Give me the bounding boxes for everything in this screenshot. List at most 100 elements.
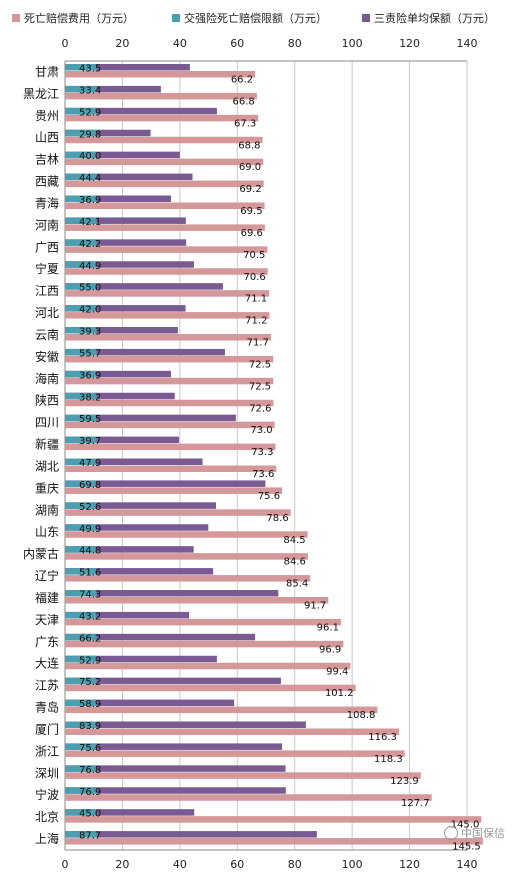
data-label-death-compensation: 73.0 [250, 425, 272, 436]
category-label: 浙江 [35, 744, 59, 758]
data-label-third-party-avg: 55.7 [79, 348, 101, 359]
x-tick-label-top: 80 [288, 37, 302, 50]
bar-third-party-avg [65, 480, 266, 487]
data-label-death-compensation: 71.1 [245, 294, 267, 305]
category-label: 广东 [35, 635, 59, 649]
data-label-third-party-avg: 33.4 [79, 85, 101, 96]
bar-compulsory-limit [65, 787, 97, 794]
data-label-third-party-avg: 44.4 [79, 173, 101, 184]
data-label-third-party-avg: 75.6 [79, 743, 101, 754]
data-label-death-compensation: 127.7 [401, 798, 430, 809]
bar-death-compensation [65, 136, 263, 144]
data-label-third-party-avg: 36.9 [79, 195, 101, 206]
bar-compulsory-limit [65, 524, 97, 531]
bar-compulsory-limit [65, 195, 97, 202]
data-label-death-compensation: 78.6 [266, 513, 288, 524]
category-label: 新疆 [35, 437, 59, 452]
bar-compulsory-limit [65, 721, 97, 728]
bar-third-party-avg [65, 107, 217, 115]
category-label: 海南 [35, 371, 59, 386]
category-label: 大连 [35, 656, 59, 671]
data-label-third-party-avg: 40.0 [79, 151, 101, 162]
bar-third-party-avg [65, 129, 151, 137]
bar-death-compensation [65, 465, 277, 472]
category-label: 天津 [35, 613, 59, 627]
data-label-third-party-avg: 38.2 [79, 392, 101, 403]
bar-death-compensation [65, 487, 283, 494]
bar-third-party-avg [65, 173, 193, 181]
data-label-third-party-avg: 75.2 [79, 677, 101, 688]
legend-swatch [12, 14, 20, 22]
category-label: 内蒙古 [23, 546, 59, 561]
data-label-death-compensation: 96.9 [319, 644, 341, 655]
data-label-death-compensation: 72.5 [249, 359, 271, 370]
x-tick-label-top: 100 [342, 37, 363, 50]
bar-death-compensation [65, 662, 351, 670]
bar-death-compensation [65, 618, 341, 626]
bar-third-party-avg [65, 151, 180, 159]
data-label-third-party-avg: 76.9 [79, 787, 101, 798]
x-tick-label-top: 60 [230, 37, 244, 50]
watermark-text: 中国保信 [461, 827, 505, 840]
data-label-death-compensation: 84.6 [284, 557, 306, 568]
bar-third-party-avg [65, 524, 209, 531]
data-label-death-compensation: 72.5 [249, 381, 271, 392]
bar-compulsory-limit [65, 239, 97, 246]
x-tick-label-top: 140 [457, 37, 478, 50]
data-label-third-party-avg: 43.5 [79, 64, 101, 75]
x-tick-label-bottom: 80 [288, 858, 302, 871]
category-label: 河北 [35, 306, 59, 320]
category-label: 青岛 [35, 700, 59, 715]
data-label-death-compensation: 71.2 [245, 316, 267, 327]
bar-death-compensation [65, 750, 405, 757]
bar-compulsory-limit [65, 348, 97, 356]
bar-compulsory-limit [65, 743, 97, 750]
bar-compulsory-limit [65, 568, 97, 575]
category-label: 安徽 [35, 349, 59, 364]
data-label-death-compensation: 71.7 [247, 338, 269, 349]
x-tick-label-top: 20 [115, 37, 129, 50]
bar-third-party-avg [65, 414, 236, 422]
bar-compulsory-limit [65, 480, 97, 487]
category-label: 湖北 [35, 458, 59, 473]
bar-compulsory-limit [65, 151, 97, 159]
data-label-death-compensation: 116.3 [368, 732, 397, 743]
data-label-death-compensation: 145.0 [451, 820, 480, 831]
bar-compulsory-limit [65, 414, 97, 422]
bar-compulsory-limit [65, 611, 97, 619]
legend-label: 死亡赔偿费用（万元） [24, 12, 134, 25]
bar-death-compensation [65, 597, 329, 604]
bar-death-compensation [65, 553, 308, 560]
x-tick-label-bottom: 100 [342, 858, 363, 871]
bar-third-party-avg [65, 85, 161, 93]
data-label-death-compensation: 123.9 [390, 776, 419, 787]
bar-death-compensation [65, 71, 256, 78]
data-label-death-compensation: 101.2 [325, 688, 354, 699]
bar-third-party-avg [65, 261, 194, 268]
bar-death-compensation [65, 640, 344, 648]
data-label-death-compensation: 96.1 [317, 622, 339, 633]
data-label-death-compensation: 66.2 [231, 75, 253, 86]
bar-death-compensation [65, 816, 482, 823]
data-label-third-party-avg: 74.3 [79, 590, 101, 601]
bar-death-compensation [65, 290, 270, 297]
data-label-death-compensation: 69.6 [241, 228, 263, 239]
bar-death-compensation [65, 575, 311, 582]
data-label-third-party-avg: 52.9 [79, 655, 101, 666]
data-label-third-party-avg: 58.9 [79, 699, 101, 710]
data-label-death-compensation: 85.4 [286, 579, 308, 590]
bar-third-party-avg [65, 195, 171, 202]
bar-death-compensation [65, 268, 268, 275]
bar-third-party-avg [65, 305, 186, 312]
bar-third-party-avg [65, 831, 317, 838]
bar-compulsory-limit [65, 261, 97, 268]
category-label: 重庆 [35, 481, 59, 495]
bar-death-compensation [65, 531, 308, 538]
x-tick-label-bottom: 120 [399, 858, 420, 871]
data-label-death-compensation: 75.6 [258, 491, 280, 502]
x-tick-label-bottom: 0 [62, 858, 69, 871]
bar-death-compensation [65, 728, 399, 735]
bar-third-party-avg [65, 370, 171, 378]
data-label-third-party-avg: 69.8 [79, 480, 101, 491]
